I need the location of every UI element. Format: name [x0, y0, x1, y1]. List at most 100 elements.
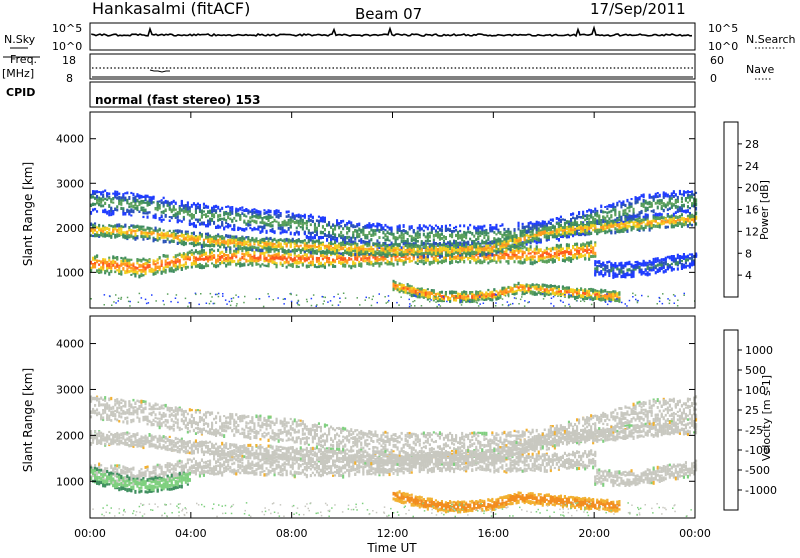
echo-cell: [606, 205, 608, 207]
echo-cell: [96, 269, 98, 273]
echo-cell: [266, 243, 268, 246]
echo-cell: [376, 262, 378, 264]
echo-cell: [387, 226, 389, 229]
echo-cell: [330, 248, 332, 251]
echo-cell: [487, 256, 489, 259]
echo-cell: [356, 225, 358, 228]
echo-cell: [544, 256, 546, 259]
echo-cell: [92, 224, 94, 227]
echo-cell: [342, 247, 344, 251]
echo-cell: [294, 261, 296, 264]
echo-cell: [602, 211, 604, 214]
echo-cell: [108, 228, 110, 231]
echo-cell: [657, 195, 659, 198]
echo-cell: [147, 238, 149, 241]
echo-cell: [308, 257, 310, 260]
echo-cell: [167, 237, 169, 240]
echo-cell: [249, 227, 251, 229]
echo-cell: [290, 243, 292, 247]
echo-cell: [134, 233, 136, 237]
echo-cell: [290, 257, 292, 259]
echo-cell: [451, 249, 453, 251]
echo-cell: [157, 270, 159, 273]
echo-cell: [124, 192, 126, 194]
echo-cell: [233, 260, 235, 263]
echo-cell: [145, 262, 147, 265]
echo-cell: [280, 243, 282, 247]
echo-cell: [626, 229, 628, 233]
echo-cell: [92, 208, 94, 211]
echo-cell: [528, 257, 530, 260]
echo-cell: [471, 251, 473, 254]
echo-cell: [459, 237, 461, 239]
echo-cell: [566, 251, 568, 253]
echo-cell: [449, 250, 451, 254]
echo-cell: [449, 234, 451, 237]
echo-cell: [501, 249, 503, 252]
echo-cell: [298, 220, 300, 224]
echo-cell: [475, 251, 477, 253]
echo-cell: [330, 236, 332, 238]
echo-cell: [346, 226, 348, 230]
echo-cell: [245, 259, 247, 263]
echo-cell: [110, 235, 112, 239]
echo-cell: [574, 217, 576, 219]
echo-cell: [431, 244, 433, 246]
echo-cell: [159, 207, 161, 209]
echo-cell: [255, 249, 257, 252]
echo-cell: [598, 221, 600, 224]
echo-cell: [322, 264, 324, 266]
echo-cell: [411, 225, 413, 229]
echo-cell: [128, 234, 130, 237]
echo-cell: [177, 258, 179, 261]
echo-cell: [147, 203, 149, 205]
echo-cell: [461, 236, 463, 240]
echo-cell: [243, 248, 245, 250]
echo-cell: [691, 191, 693, 193]
echo-cell: [221, 251, 223, 254]
echo-cell: [411, 260, 413, 262]
echo-cell: [298, 266, 300, 268]
echo-cell: [191, 232, 193, 234]
echo-cell: [637, 228, 639, 231]
echo-cell: [643, 218, 645, 221]
echo-cell: [124, 257, 126, 260]
echo-cell: [520, 247, 522, 249]
echo-cell: [677, 196, 679, 200]
echo-cell: [219, 214, 221, 217]
echo-cell: [292, 213, 294, 215]
echo-cell: [637, 219, 639, 221]
echo-cell: [318, 216, 320, 218]
echo-cell: [118, 193, 120, 195]
echo-cell: [350, 265, 352, 269]
echo-cell: [308, 262, 310, 264]
echo-cell: [304, 233, 306, 236]
echo-cell: [362, 240, 364, 244]
echo-cell: [207, 233, 209, 237]
echo-cell: [330, 241, 332, 244]
echo-cell: [447, 250, 449, 254]
echo-cell: [145, 236, 147, 239]
echo-cell: [173, 240, 175, 243]
echo-cell: [641, 194, 643, 197]
echo-cell: [453, 256, 455, 258]
echo-cell: [378, 223, 380, 227]
echo-cell: [532, 255, 534, 258]
echo-cell: [647, 202, 649, 204]
echo-cell: [378, 253, 380, 256]
echo-cell: [425, 226, 427, 229]
echo-cell: [590, 250, 592, 253]
echo-cell: [421, 240, 423, 243]
echo-cell: [211, 243, 213, 247]
echo-cell: [312, 242, 314, 244]
echo-cell: [530, 259, 532, 261]
echo-cell: [350, 241, 352, 243]
echo-cell: [368, 243, 370, 245]
echo-cell: [251, 212, 253, 215]
echo-cell: [195, 204, 197, 208]
echo-cell: [187, 211, 189, 214]
echo-cell: [322, 225, 324, 229]
echo-cell: [368, 253, 370, 255]
echo-cell: [376, 248, 378, 250]
